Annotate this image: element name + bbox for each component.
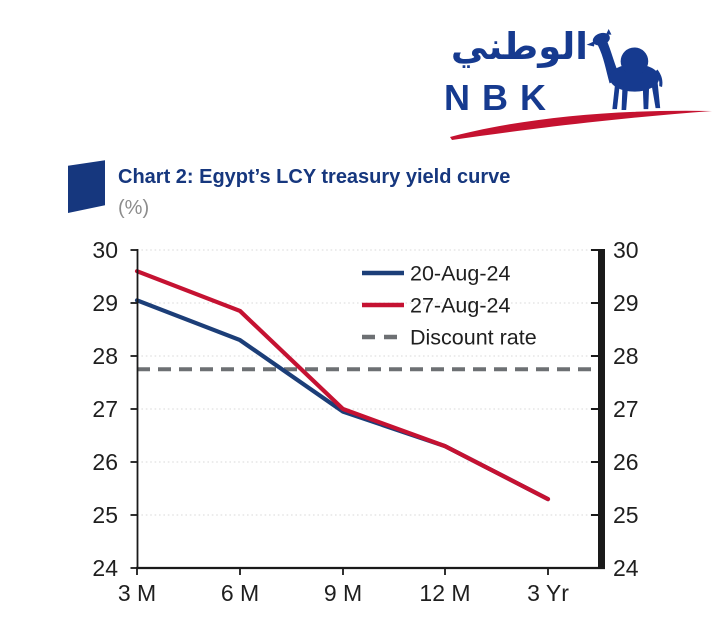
red-swoosh-icon — [450, 110, 712, 140]
x-axis-label: 3 M — [118, 580, 156, 606]
nbk-logo-arabic-text: الوطني — [450, 25, 588, 68]
chart-title: Chart 2: Egypt’s LCY treasury yield curv… — [118, 166, 511, 188]
y-tick-label-left: 28 — [92, 343, 118, 369]
y-tick-label-right: 28 — [613, 343, 639, 369]
x-axis-label: 6 M — [221, 580, 259, 606]
y-tick-label-right: 25 — [613, 502, 639, 528]
legend-label: 20-Aug-24 — [410, 262, 510, 286]
y-tick-label-left: 27 — [92, 396, 118, 422]
y-tick-label-left: 24 — [92, 555, 118, 581]
y-tick-label-left: 25 — [92, 502, 118, 528]
y-tick-label-left: 29 — [92, 290, 118, 316]
x-axis-label: 9 M — [324, 580, 362, 606]
legend-label: Discount rate — [410, 326, 537, 350]
legend-label: 27-Aug-24 — [410, 294, 510, 318]
y-tick-label-left: 30 — [92, 237, 118, 263]
y-tick-label-right: 27 — [613, 396, 639, 422]
nbk-logo-latin-text: NBK — [444, 77, 558, 118]
chart-unit-label: (%) — [118, 197, 150, 219]
nbk-logo: الوطني NBK — [440, 22, 721, 142]
series-line-27-aug-24 — [134, 269, 551, 502]
y-tick-label-right: 30 — [613, 237, 639, 263]
y-tick-label-left: 26 — [92, 449, 118, 475]
y-tick-label-right: 29 — [613, 290, 639, 316]
title-marker — [68, 160, 105, 213]
y-tick-label-right: 24 — [613, 555, 639, 581]
camel-icon — [586, 29, 663, 111]
x-axis-label: 3 Yr — [527, 580, 569, 606]
y-tick-label-right: 26 — [613, 449, 639, 475]
x-axis-label: 12 M — [419, 580, 470, 606]
